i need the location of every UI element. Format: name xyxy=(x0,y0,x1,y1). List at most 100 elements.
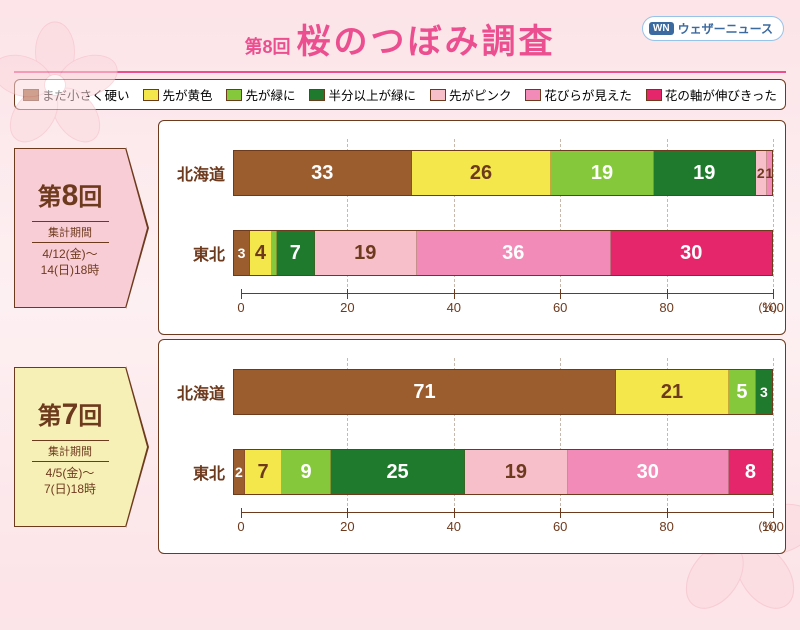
legend-label: 花びらが見えた xyxy=(544,85,632,104)
legend-label: 先が黄色 xyxy=(162,85,212,104)
grid-line xyxy=(773,358,774,506)
legend-swatch xyxy=(23,89,39,101)
legend-item: 先が黄色 xyxy=(143,85,212,104)
legend-swatch xyxy=(430,89,446,101)
axis-tick xyxy=(560,289,561,299)
round-arrow: 第8回集計期間 4/12(金)〜 14(日)18時 xyxy=(14,120,144,335)
x-axis: 020406080100(%) xyxy=(241,512,773,542)
period-dates: 4/5(金)〜 7(日)18時 xyxy=(44,466,96,497)
bars-area: 北海道3326191921東北347193630 xyxy=(177,133,773,293)
legend-item: 半分以上が緑に xyxy=(309,85,416,104)
chart-box: 北海道712153東北2792519308020406080100(%) xyxy=(158,339,786,554)
legend-swatch xyxy=(309,89,325,101)
bar-segment: 19 xyxy=(551,151,653,195)
bar-segment: 8 xyxy=(729,450,772,494)
bar-track: 347193630 xyxy=(233,230,773,276)
axis-tick-label: 40 xyxy=(447,519,461,534)
legend-item: 先がピンク xyxy=(430,85,512,104)
round-box: 第7回集計期間 4/5(金)〜 7(日)18時 xyxy=(14,367,126,527)
panel-row: 第8回集計期間4/12(金)〜 14(日)18時北海道3326191921東北3… xyxy=(14,120,786,335)
axis-unit: (%) xyxy=(758,519,777,533)
x-axis: 020406080100(%) xyxy=(241,293,773,323)
legend-label: 先がピンク xyxy=(449,85,512,104)
axis-tick-label: 0 xyxy=(237,300,244,315)
axis-tick xyxy=(454,289,455,299)
header-sub: 第8回 xyxy=(244,33,290,59)
legend-item: まだ小さく硬い xyxy=(23,85,130,104)
chart-box: 北海道3326191921東北347193630020406080100(%) xyxy=(158,120,786,335)
bar-segment: 19 xyxy=(465,450,567,494)
axis-tick xyxy=(667,508,668,518)
bar-label: 北海道 xyxy=(177,380,233,404)
bar-segment: 30 xyxy=(611,231,772,275)
bar-label: 東北 xyxy=(177,460,233,484)
bar-segment: 71 xyxy=(234,370,616,414)
axis-tick-label: 80 xyxy=(659,519,673,534)
bar-segment: 19 xyxy=(315,231,417,275)
panel-row: 第7回集計期間 4/5(金)〜 7(日)18時 北海道712153 東北2792519… xyxy=(14,339,786,554)
bar-segment: 3 xyxy=(234,231,250,275)
round-arrow: 第7回集計期間 4/5(金)〜 7(日)18時 xyxy=(14,339,144,554)
bar-segment: 25 xyxy=(331,450,466,494)
bar-segment: 19 xyxy=(654,151,756,195)
legend-item: 花の軸が伸びきった xyxy=(646,85,777,104)
bar-segment: 36 xyxy=(417,231,611,275)
axis-tick-label: 20 xyxy=(340,300,354,315)
axis-tick xyxy=(347,289,348,299)
axis-tick xyxy=(773,289,774,299)
bar-segment: 4 xyxy=(250,231,272,275)
legend: まだ小さく硬い 先が黄色 先が緑に 半分以上が緑に 先がピンク 花びらが見えた 花の軸が伸び… xyxy=(14,79,786,110)
period-label: 集計期間 xyxy=(32,221,109,243)
legend-label: まだ小さく硬い xyxy=(42,85,130,104)
axis-tick-label: 40 xyxy=(447,300,461,315)
bar-label: 北海道 xyxy=(177,161,233,185)
round-box: 第8回集計期間 4/12(金)〜 14(日)18時 xyxy=(14,148,126,308)
bars-area: 北海道712153 東北2792519308 xyxy=(177,352,773,512)
bar-segment: 7 xyxy=(245,450,283,494)
bar-row: 東北2792519308 xyxy=(177,432,773,512)
bar-segment: 33 xyxy=(234,151,412,195)
bar-segment: 5 xyxy=(729,370,756,414)
header-underline xyxy=(14,71,786,73)
bar-track: 3326191921 xyxy=(233,150,773,196)
period-dates: 4/12(金)〜 14(日)18時 xyxy=(41,247,100,278)
legend-label: 花の軸が伸びきった xyxy=(665,85,777,104)
period-label: 集計期間 xyxy=(32,440,109,462)
bar-segment: 9 xyxy=(282,450,330,494)
legend-item: 先が緑に xyxy=(226,85,295,104)
grid-line xyxy=(773,139,774,287)
bar-segment: 3 xyxy=(756,370,772,414)
header-title: 桜のつぼみ調査 xyxy=(297,14,556,63)
legend-swatch xyxy=(143,89,159,101)
axis-tick xyxy=(560,508,561,518)
legend-label: 半分以上が緑に xyxy=(328,85,416,104)
axis-tick xyxy=(347,508,348,518)
axis-unit: (%) xyxy=(758,300,777,314)
axis-tick xyxy=(241,508,242,518)
bar-segment: 1 xyxy=(767,151,772,195)
bar-track: 2792519308 xyxy=(233,449,773,495)
round-number: 第7回 xyxy=(38,396,103,432)
legend-swatch xyxy=(226,89,242,101)
bar-track: 712153 xyxy=(233,369,773,415)
bar-row: 東北347193630 xyxy=(177,213,773,293)
axis-tick-label: 60 xyxy=(553,300,567,315)
axis-tick-label: 60 xyxy=(553,519,567,534)
bar-segment: 21 xyxy=(616,370,729,414)
axis-tick xyxy=(667,289,668,299)
bar-segment: 26 xyxy=(412,151,552,195)
axis-tick-label: 0 xyxy=(237,519,244,534)
axis-tick xyxy=(241,289,242,299)
axis-tick-label: 20 xyxy=(340,519,354,534)
bar-segment: 2 xyxy=(234,450,245,494)
bar-segment: 30 xyxy=(568,450,729,494)
brand-logo: WN xyxy=(649,22,674,35)
legend-label: 先が緑に xyxy=(245,85,295,104)
bar-row: 北海道3326191921 xyxy=(177,133,773,213)
axis-tick-label: 80 xyxy=(659,300,673,315)
axis-tick xyxy=(454,508,455,518)
bar-segment: 7 xyxy=(277,231,315,275)
legend-swatch xyxy=(525,89,541,101)
brand-badge: WN ウェザーニュース xyxy=(642,16,784,41)
round-number: 第8回 xyxy=(38,177,103,213)
